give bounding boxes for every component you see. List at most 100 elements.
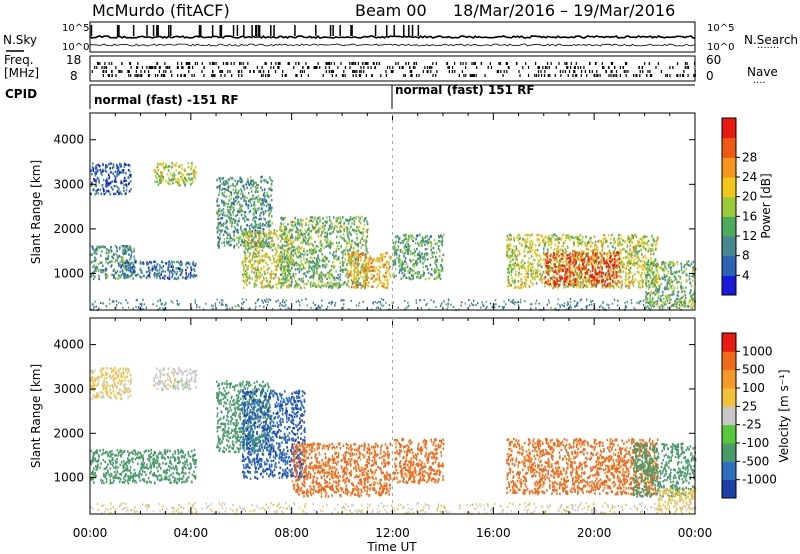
echo-pixel [239,176,242,179]
freq-mark [500,70,502,73]
echo-pixel [256,275,259,278]
freq-mark [191,74,193,77]
echo-pixel [312,284,314,287]
echo-pixel [394,259,396,262]
echo-pixel [243,211,246,214]
echo-pixel [298,250,301,254]
echo-pixel [317,267,320,270]
echo-pixel [120,266,122,269]
echo-pixel [102,269,105,272]
echo-pixel [297,221,299,224]
echo-pixel [238,179,241,182]
echo-pixel [269,206,272,210]
echo-pixel [334,257,336,260]
echo-pixel [116,172,118,176]
echo-pixel [254,267,256,270]
echo-pixel [268,241,270,244]
echo-pixel [226,214,229,218]
echo-pixel [164,270,167,273]
echo-pixel [387,278,389,282]
echo-pixel [447,302,450,305]
freq-mark [537,66,539,69]
echo-pixel [396,248,398,251]
echo-pixel [105,165,108,168]
echo-pixel [105,248,108,251]
freq-mark [129,62,132,65]
echo-pixel [251,190,253,193]
echo-pixel [368,281,370,284]
echo-pixel [116,246,118,249]
echo-pixel [272,232,274,235]
echo-pixel [132,262,134,265]
echo-pixel [362,234,364,238]
echo-pixel [138,307,140,310]
echo-pixel [329,246,331,249]
echo-pixel [140,270,143,273]
echo-pixel [133,266,136,269]
echo-pixel [306,253,309,256]
echo-pixel [359,282,362,285]
echo-pixel [249,239,251,243]
echo-pixel [365,276,368,279]
echo-pixel [185,274,188,277]
echo-pixel [94,300,96,303]
echo-pixel [433,301,435,304]
echo-pixel [244,231,247,234]
echo-pixel [114,252,117,255]
echo-pixel [345,218,347,221]
echo-pixel [290,252,293,255]
echo-pixel [409,234,411,237]
echo-pixel [126,273,129,277]
freq-mark [332,70,334,73]
echo-pixel [433,277,436,280]
echo-pixel [243,286,245,289]
echo-pixel [120,182,123,185]
echo-pixel [346,219,348,222]
echo-pixel [511,250,513,254]
freq-mark [642,70,644,73]
echo-pixel [188,273,190,276]
echo-pixel [494,299,497,302]
freq-mark [399,66,401,69]
echo-pixel [426,253,428,256]
freq-mark [568,70,571,73]
echo-pixel [319,306,322,309]
echo-pixel [285,238,287,241]
echo-pixel [146,275,149,278]
echo-pixel [103,189,105,193]
echo-pixel [369,255,371,258]
echo-pixel [398,257,401,260]
echo-pixel [216,230,219,233]
echo-pixel [284,226,286,230]
echo-pixel [536,248,539,252]
echo-pixel [177,304,180,307]
echo-pixel [241,229,243,233]
freq-mark [518,70,520,73]
echo-pixel [321,304,323,307]
echo-pixel [225,180,227,184]
echo-pixel [302,237,305,241]
echo-pixel [358,304,360,307]
freq-mark [413,62,415,65]
echo-pixel [233,239,236,242]
echo-pixel [314,264,316,268]
echo-pixel [409,267,412,270]
echo-pixel [349,247,351,251]
echo-pixel [262,210,264,214]
echo-pixel [349,249,351,252]
echo-pixel [343,268,345,271]
echo-pixel [279,281,281,284]
echo-pixel [324,282,326,286]
freq-mark [376,62,378,65]
echo-pixel [304,252,307,255]
echo-pixel [267,282,270,285]
echo-pixel [100,254,102,257]
echo-pixel [389,257,392,260]
power-echoes [90,162,697,312]
echo-pixel [290,239,292,243]
echo-pixel [125,185,128,189]
echo-pixel [300,219,303,222]
echo-pixel [242,243,244,246]
echo-pixel [346,269,348,272]
echo-pixel [262,228,265,231]
